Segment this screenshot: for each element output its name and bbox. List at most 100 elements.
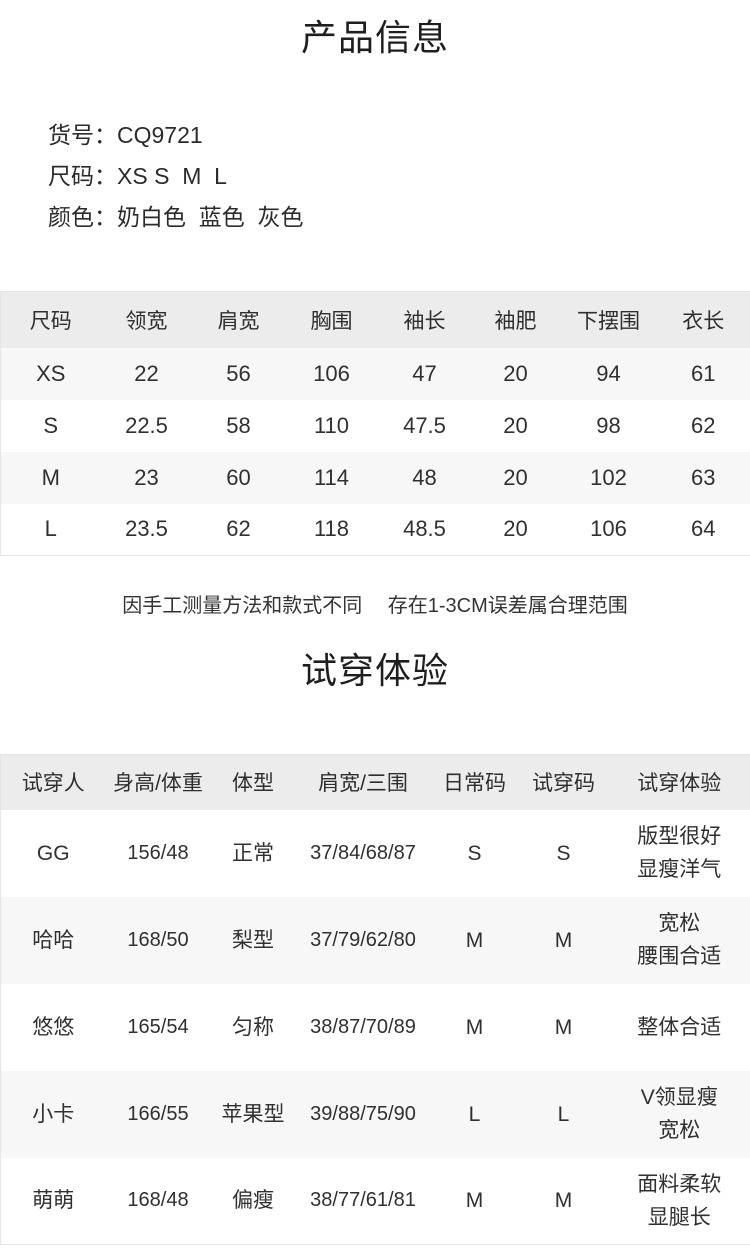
fitter-cell: 悠悠	[32, 1015, 75, 1039]
fitting-row-haha: 哈哈 168/50 梨型 37/79/62/80 M M 宽松 腰围合适	[0, 896, 750, 984]
item-number-row: 货号：CQ9721	[48, 122, 203, 148]
size-cell: 56	[226, 360, 251, 386]
header-cell-bust: 胸围	[310, 309, 353, 333]
tried-size-cell: M	[554, 1189, 573, 1213]
body-type-cell: 匀称	[232, 1015, 274, 1039]
size-cell: 61	[691, 360, 716, 386]
tried-size-cell: S	[556, 841, 571, 865]
body-type-cell: 偏瘦	[232, 1189, 274, 1213]
section-title-fitting: 试穿体验	[300, 650, 449, 691]
experience-cell: 面料柔软 显腿长	[637, 1172, 722, 1229]
size-cell: 23.5	[125, 516, 168, 542]
size-cell: XS	[36, 360, 66, 386]
size-cell: 48	[412, 464, 437, 490]
fitting-row-mengmeng: 萌萌 168/48 偏瘦 38/77/61/81 M M 面料柔软 显腿长	[0, 1157, 750, 1245]
header-cell-body-type: 体型	[232, 772, 274, 796]
body-type-cell: 苹果型	[221, 1102, 285, 1126]
daily-size-cell: L	[468, 1102, 481, 1126]
size-cell: 62	[226, 516, 251, 542]
fitting-row-gg: GG 156/48 正常 37/84/68/87 S S 版型很好 显瘦洋气	[0, 809, 750, 897]
size-cell: 64	[691, 516, 716, 542]
experience-cell: 版型很好 显瘦洋气	[637, 825, 722, 881]
header-cell-hem: 下摆围	[577, 309, 640, 333]
size-cell: 62	[691, 412, 716, 438]
height-weight-cell: 156/48	[127, 841, 189, 864]
page-title: 产品信息	[300, 17, 449, 58]
height-weight-cell: 168/48	[127, 1189, 189, 1212]
header-cell-daily-size: 日常码	[443, 772, 506, 796]
size-cell: 63	[691, 464, 716, 490]
size-cell: 20	[503, 516, 528, 542]
size-cell: 23	[134, 464, 159, 490]
size-cell: M	[41, 464, 60, 490]
daily-size-cell: S	[467, 841, 482, 865]
fitter-cell: 哈哈	[32, 928, 75, 952]
body-type-cell: 正常	[232, 841, 274, 865]
header-cell-sleeve-length: 袖长	[403, 309, 446, 333]
measurements-cell: 38/77/61/81	[310, 1189, 416, 1212]
experience-cell: 整体合适	[637, 1015, 722, 1039]
body-type-cell: 梨型	[232, 928, 274, 952]
size-cell: 47.5	[403, 412, 446, 438]
height-weight-cell: 166/55	[127, 1102, 189, 1125]
size-cell: L	[44, 516, 57, 542]
fitter-cell: GG	[36, 841, 70, 865]
table-row-xs: XS 22 56 106 47 20 94 61	[0, 347, 750, 400]
header-cell-sleeve-width: 袖肥	[494, 309, 537, 333]
header-cell-tried-size: 试穿码	[532, 772, 595, 796]
fitting-table-header-row: 试穿人 身高/体重 体型 肩宽/三围 日常码 试穿码 试穿体验	[0, 754, 750, 810]
header-cell-neck-width: 领宽	[125, 309, 168, 333]
table-row-s: S 22.5 58 110 47.5 20 98 62	[1, 400, 750, 452]
size-cell: 106	[313, 360, 350, 386]
table-row-m: M 23 60 114 48 20 102 63	[0, 451, 750, 504]
tried-size-cell: M	[554, 1015, 573, 1039]
size-cell: 102	[590, 464, 627, 490]
size-cell: 106	[590, 516, 627, 542]
experience-cell: V领显瘦 宽松	[640, 1086, 718, 1142]
sizes-row: 尺码：XS S M L	[48, 163, 227, 189]
height-weight-cell: 168/50	[127, 928, 189, 951]
size-cell: 20	[503, 360, 528, 386]
daily-size-cell: M	[465, 1189, 484, 1213]
table-row-l: L 23.5 62 118 48.5 20 106 64	[1, 504, 750, 556]
size-cell: 114	[313, 464, 350, 490]
size-cell: 98	[596, 412, 621, 438]
size-cell: 94	[596, 360, 621, 386]
fitter-cell: 萌萌	[32, 1189, 75, 1213]
daily-size-cell: M	[465, 928, 484, 952]
size-cell: 20	[503, 412, 528, 438]
measurements-cell: 39/88/75/90	[310, 1102, 416, 1125]
header-cell-garment-length: 衣长	[682, 309, 725, 333]
size-cell: 20	[503, 464, 528, 490]
fitter-cell: 小卡	[32, 1102, 75, 1126]
tried-size-cell: M	[554, 928, 573, 952]
measurements-cell: 38/87/70/89	[310, 1015, 416, 1038]
size-cell: 48.5	[403, 516, 446, 542]
height-weight-cell: 165/54	[127, 1015, 189, 1038]
header-cell-fitter: 试穿人	[21, 772, 85, 796]
measurement-note: 因手工测量方法和款式不同 存在1-3CM误差属合理范围	[122, 595, 628, 617]
measurements-cell: 37/84/68/87	[310, 841, 416, 864]
header-cell-shoulder-width: 肩宽	[217, 309, 260, 333]
daily-size-cell: M	[465, 1015, 484, 1039]
size-cell: 110	[313, 412, 350, 438]
experience-cell: 宽松 腰围合适	[637, 912, 722, 968]
size-cell: 22	[134, 360, 159, 386]
size-measurement-table: 尺码 领宽 肩宽 胸围 袖长 袖肥 下摆围 衣长 XS 22 56 106 47…	[0, 291, 750, 556]
size-cell: 22.5	[125, 412, 168, 438]
colors-row: 颜色：奶白色 蓝色 灰色	[48, 204, 304, 230]
header-cell-experience: 试穿体验	[637, 772, 722, 796]
size-cell: 47	[412, 360, 437, 386]
size-cell: 58	[226, 412, 251, 438]
measurements-cell: 37/79/62/80	[310, 928, 416, 951]
size-cell: S	[43, 412, 59, 438]
size-cell: 60	[226, 464, 251, 490]
header-cell-size: 尺码	[29, 309, 72, 333]
fitting-row-youyou: 悠悠 165/54 匀称 38/87/70/89 M M 整体合适	[0, 983, 750, 1071]
header-cell-height-weight: 身高/体重	[113, 772, 203, 796]
tried-size-cell: L	[557, 1102, 570, 1126]
fitting-experience-table: 试穿人 身高/体重 体型 肩宽/三围 日常码 试穿码 试穿体验 GG 156/4…	[0, 754, 750, 1245]
size-cell: 118	[313, 516, 350, 542]
product-info-block: 货号：CQ9721 尺码：XS S M L 颜色：奶白色 蓝色 灰色	[48, 115, 750, 238]
header-cell-measurements: 肩宽/三围	[318, 772, 408, 796]
